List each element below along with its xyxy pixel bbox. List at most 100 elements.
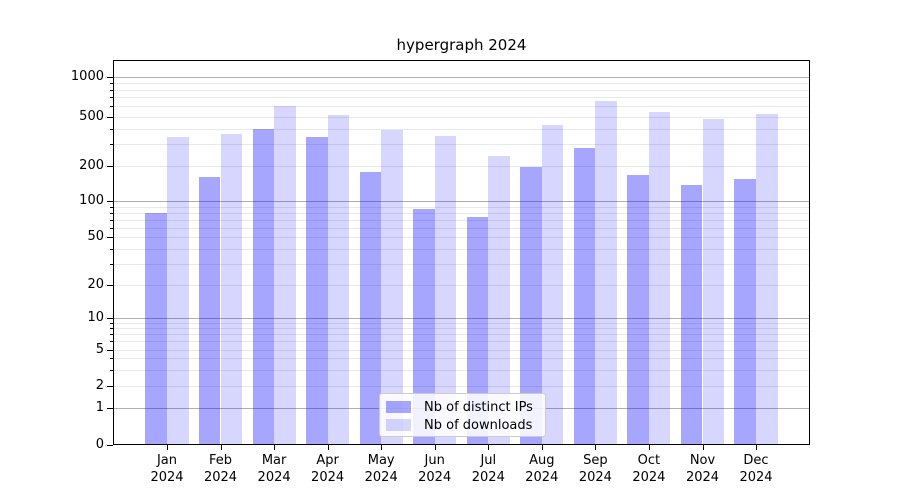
legend-label-distinct-ips: Nb of distinct IPs	[424, 399, 533, 415]
minor-gridline	[113, 349, 810, 351]
bar-nb-of-downloads-oct	[648, 111, 671, 445]
bar-nb-of-downloads-dec	[756, 113, 778, 445]
bar-nb-of-distinct-ips-sep	[573, 147, 596, 445]
y-minor-tick-mark	[110, 144, 113, 146]
legend-swatch-downloads	[386, 419, 411, 431]
y-minor-tick-mark	[110, 369, 113, 371]
bar-nb-of-downloads-may	[381, 130, 403, 445]
y-minor-tick-mark	[110, 219, 113, 221]
x-tick-label-sep: Sep 2024	[578, 453, 612, 485]
y-tick-mark	[107, 318, 113, 320]
x-tick-label-aug: Aug 2024	[525, 453, 559, 485]
y-tick-mark	[107, 77, 113, 78]
legend-swatch-distinct-ips	[386, 401, 411, 413]
y-minor-tick-mark	[110, 328, 113, 330]
bar-nb-of-distinct-ips-feb	[198, 177, 221, 445]
y-tick-label-10: 10	[87, 310, 104, 326]
y-minor-tick-mark	[110, 165, 113, 167]
x-tick-label-jul: Jul 2024	[471, 453, 505, 485]
minor-gridline	[113, 97, 810, 99]
bar-nb-of-distinct-ips-nov	[680, 185, 703, 445]
minor-gridline	[113, 83, 810, 85]
y-minor-tick-mark	[110, 323, 113, 325]
minor-gridline	[113, 128, 810, 130]
legend-item-distinct-ips: Nb of distinct IPs	[380, 398, 545, 416]
x-tick-mark	[488, 445, 490, 450]
minor-gridline	[113, 219, 810, 221]
x-tick-mark	[541, 445, 543, 450]
y-tick-label-50: 50	[87, 229, 104, 245]
bar-nb-of-distinct-ips-mar	[252, 128, 275, 445]
bar-nb-of-downloads-feb	[220, 134, 243, 445]
y-minor-tick-mark	[110, 206, 113, 208]
minor-gridline	[113, 212, 810, 214]
x-tick-mark	[381, 445, 383, 450]
minor-gridline	[113, 89, 810, 91]
y-minor-tick-mark	[110, 97, 113, 99]
x-tick-mark	[220, 445, 222, 450]
bar-nb-of-distinct-ips-aug	[520, 167, 542, 445]
y-minor-tick-mark	[110, 248, 113, 250]
y-minor-tick-mark	[110, 358, 113, 360]
major-gridline	[113, 318, 810, 320]
bar-nb-of-distinct-ips-apr	[306, 137, 328, 445]
x-tick-label-feb: Feb 2024	[203, 453, 238, 485]
minor-gridline	[113, 341, 810, 343]
major-gridline	[113, 201, 810, 202]
y-tick-label-0: 0	[95, 437, 104, 452]
minor-gridline	[113, 248, 810, 250]
x-tick-mark	[648, 445, 650, 450]
minor-gridline	[113, 106, 810, 108]
y-tick-label-5: 5	[95, 341, 104, 357]
y-tick-label-200: 200	[79, 157, 104, 173]
minor-gridline	[113, 206, 810, 208]
y-minor-tick-mark	[110, 263, 113, 265]
minor-gridline	[113, 323, 810, 325]
bar-nb-of-distinct-ips-jun	[413, 208, 435, 445]
bar-nb-of-downloads-mar	[274, 106, 296, 445]
bar-nb-of-distinct-ips-oct	[627, 174, 649, 445]
bar-nb-of-downloads-aug	[541, 125, 564, 445]
minor-gridline	[113, 116, 810, 118]
y-minor-tick-mark	[110, 341, 113, 343]
bar-nb-of-downloads-nov	[702, 118, 725, 445]
y-minor-tick-mark	[110, 212, 113, 214]
legend-item-downloads: Nb of downloads	[380, 416, 545, 434]
y-tick-label-2: 2	[95, 378, 104, 393]
x-tick-mark	[595, 445, 597, 450]
x-tick-label-mar: Mar 2024	[257, 453, 291, 485]
x-tick-label-oct: Oct 2024	[632, 453, 666, 485]
plot-area	[113, 60, 810, 445]
x-tick-label-nov: Nov 2024	[685, 453, 720, 485]
legend: Nb of distinct IPs Nb of downloads	[379, 393, 546, 437]
y-minor-tick-mark	[110, 128, 113, 130]
minor-gridline	[113, 144, 810, 146]
x-tick-mark	[434, 445, 436, 450]
y-tick-mark	[107, 201, 113, 202]
x-tick-label-jun: Jun 2024	[418, 453, 452, 485]
x-tick-label-may: May 2024	[364, 453, 398, 485]
minor-gridline	[113, 237, 810, 239]
minor-gridline	[113, 369, 810, 371]
minor-gridline	[113, 358, 810, 360]
bar-nb-of-distinct-ips-may	[359, 171, 382, 445]
y-minor-tick-mark	[110, 83, 113, 85]
y-tick-label-1: 1	[95, 400, 104, 415]
y-minor-tick-mark	[110, 237, 113, 239]
y-tick-label-500: 500	[79, 108, 104, 124]
y-minor-tick-mark	[110, 106, 113, 108]
bar-nb-of-downloads-apr	[327, 115, 350, 445]
minor-gridline	[113, 227, 810, 229]
x-tick-label-dec: Dec 2024	[739, 453, 773, 485]
x-tick-mark	[756, 445, 757, 450]
x-tick-mark	[702, 445, 704, 450]
y-tick-mark	[107, 445, 113, 446]
y-tick-mark	[107, 408, 113, 409]
bar-nb-of-distinct-ips-jul	[466, 216, 489, 445]
y-tick-label-100: 100	[79, 193, 104, 208]
minor-gridline	[113, 263, 810, 265]
bar-nb-of-downloads-jul	[488, 156, 510, 445]
bar-nb-of-downloads-jan	[167, 137, 189, 445]
bar-nb-of-downloads-sep	[595, 100, 617, 445]
